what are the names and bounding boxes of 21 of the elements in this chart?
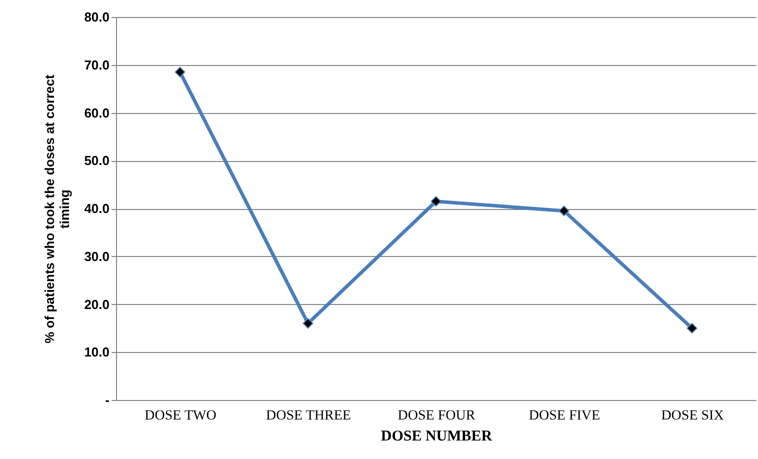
x-tick-label: DOSE FOUR <box>398 408 476 424</box>
x-tick-label: DOSE THREE <box>266 408 351 424</box>
point <box>302 318 314 329</box>
y-tick-label: 30.0 <box>84 248 110 264</box>
y-tick-label: - <box>105 392 110 408</box>
x-axis-title: DOSE NUMBER <box>380 428 492 444</box>
x-tick-label: DOSE FIVE <box>528 408 600 424</box>
y-tick-label: 50.0 <box>84 153 110 168</box>
x-tick-label: DOSE SIX <box>661 408 724 424</box>
y-axis-title: % of patients who took the doses at correct timing <box>42 74 72 344</box>
y-tick-label: 20.0 <box>84 296 110 312</box>
y-tick-label: 70.0 <box>84 57 110 72</box>
y-tick-label: 10.0 <box>84 344 110 360</box>
y-tick-label: 60.0 <box>84 105 110 120</box>
y-tick-label: 40.0 <box>84 201 110 216</box>
point <box>430 196 442 207</box>
x-tick-label: DOSE TWO <box>144 408 216 424</box>
y-tick-label: 80.0 <box>84 10 110 24</box>
point <box>558 206 570 216</box>
point <box>174 66 186 78</box>
point <box>686 322 698 334</box>
